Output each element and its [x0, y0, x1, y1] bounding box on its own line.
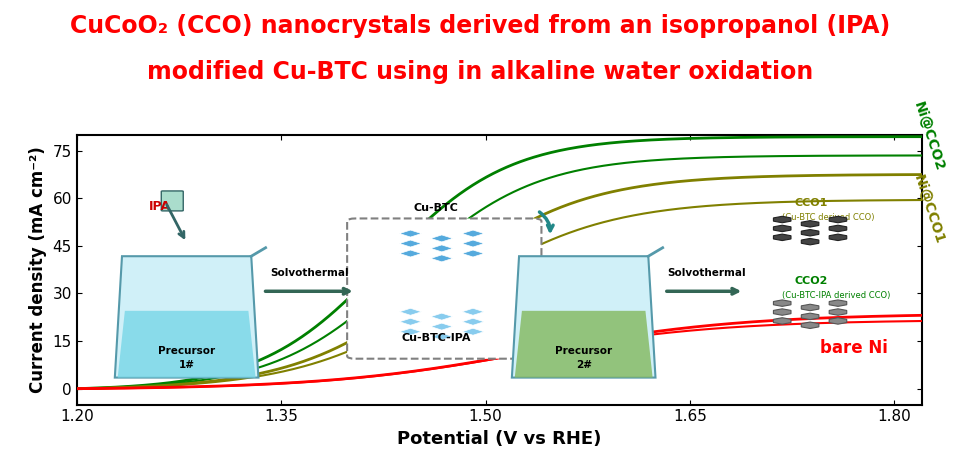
Text: 1#: 1#	[179, 360, 195, 371]
Text: CCO2: CCO2	[795, 276, 828, 286]
Polygon shape	[462, 308, 484, 315]
Polygon shape	[829, 225, 847, 232]
Polygon shape	[431, 323, 453, 330]
Polygon shape	[462, 230, 484, 237]
Polygon shape	[399, 250, 421, 257]
Polygon shape	[462, 240, 484, 247]
Polygon shape	[399, 318, 421, 325]
Polygon shape	[515, 311, 653, 378]
Polygon shape	[802, 313, 819, 319]
Polygon shape	[431, 255, 453, 262]
Polygon shape	[431, 235, 453, 242]
Y-axis label: Current density (mA cm⁻²): Current density (mA cm⁻²)	[29, 146, 47, 393]
Text: Precursor: Precursor	[555, 346, 612, 356]
Polygon shape	[115, 256, 258, 378]
Polygon shape	[774, 300, 791, 306]
Polygon shape	[802, 239, 819, 245]
Polygon shape	[829, 300, 847, 306]
Text: Ni@CCO2: Ni@CCO2	[911, 100, 947, 173]
Polygon shape	[462, 318, 484, 325]
Polygon shape	[774, 318, 791, 324]
Polygon shape	[802, 304, 819, 311]
Text: modified Cu-BTC using in alkaline water oxidation: modified Cu-BTC using in alkaline water …	[147, 60, 813, 85]
Text: (Cu-BTC-IPA derived CCO): (Cu-BTC-IPA derived CCO)	[782, 291, 891, 300]
Text: (Cu-BTC derived CCO): (Cu-BTC derived CCO)	[782, 213, 875, 222]
Polygon shape	[462, 250, 484, 257]
Text: IPA: IPA	[149, 200, 171, 213]
Polygon shape	[802, 322, 819, 328]
Polygon shape	[431, 245, 453, 252]
Polygon shape	[399, 328, 421, 335]
Polygon shape	[399, 308, 421, 315]
Polygon shape	[829, 318, 847, 324]
Text: Solvothermal: Solvothermal	[270, 268, 348, 278]
Polygon shape	[829, 216, 847, 223]
X-axis label: Potential (V vs RHE): Potential (V vs RHE)	[397, 430, 601, 448]
Text: Cu-BTC-IPA: Cu-BTC-IPA	[401, 332, 470, 343]
FancyBboxPatch shape	[348, 219, 541, 359]
Text: 2#: 2#	[576, 360, 591, 371]
Polygon shape	[118, 311, 255, 378]
Text: Cu-BTC: Cu-BTC	[414, 203, 458, 213]
Polygon shape	[399, 230, 421, 237]
Polygon shape	[829, 309, 847, 315]
Polygon shape	[512, 256, 656, 378]
FancyBboxPatch shape	[161, 191, 183, 211]
Polygon shape	[829, 234, 847, 240]
Polygon shape	[774, 309, 791, 315]
Text: Ni@CCO1: Ni@CCO1	[911, 173, 947, 246]
Polygon shape	[802, 220, 819, 227]
Polygon shape	[774, 234, 791, 240]
Polygon shape	[774, 225, 791, 232]
Polygon shape	[802, 230, 819, 236]
Polygon shape	[462, 328, 484, 335]
Polygon shape	[431, 333, 453, 340]
Polygon shape	[431, 313, 453, 320]
Text: bare Ni: bare Ni	[820, 339, 887, 357]
Polygon shape	[774, 216, 791, 223]
Text: CuCoO₂ (CCO) nanocrystals derived from an isopropanol (IPA): CuCoO₂ (CCO) nanocrystals derived from a…	[70, 14, 890, 38]
Polygon shape	[399, 240, 421, 247]
Text: CCO1: CCO1	[795, 198, 828, 208]
Text: Solvothermal: Solvothermal	[667, 268, 746, 278]
Text: Precursor: Precursor	[158, 346, 215, 356]
